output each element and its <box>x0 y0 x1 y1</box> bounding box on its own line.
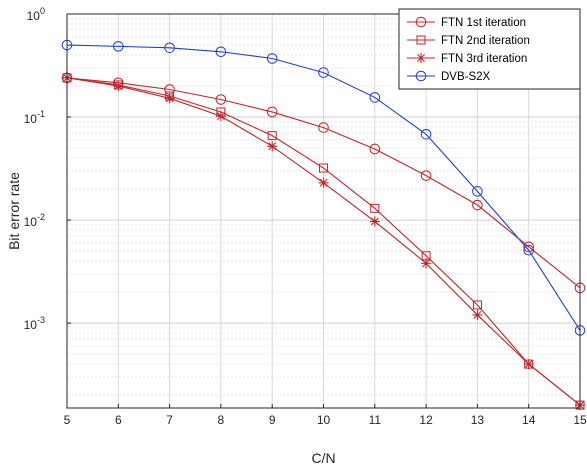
data-point <box>369 92 381 103</box>
legend-swatch-marker <box>416 35 426 45</box>
data-point <box>318 67 329 78</box>
data-point <box>319 163 328 173</box>
data-point <box>318 122 329 133</box>
y-tick-label: 100 <box>27 6 45 23</box>
legend-item: FTN 1st iteration <box>407 16 526 29</box>
data-point <box>472 186 483 197</box>
data-point <box>215 46 227 58</box>
x-tick-label: 5 <box>64 413 71 427</box>
x-tick-label: 14 <box>522 413 536 427</box>
data-point <box>215 94 227 105</box>
legend-label: FTN 2nd iteration <box>441 35 530 47</box>
legend-item: FTN 3rd iteration <box>407 53 527 65</box>
data-point <box>113 41 124 52</box>
x-axis-label: C/N <box>311 450 335 466</box>
data-point <box>267 141 278 152</box>
data-point <box>164 42 175 54</box>
legend-label: FTN 3rd iteration <box>441 53 527 65</box>
legend: FTN 1st iteration FTN 2nd iteration FTN 3r… <box>398 8 581 90</box>
x-tick-label: 11 <box>369 413 382 427</box>
x-tick-label: 6 <box>115 413 122 427</box>
data-point <box>215 111 226 122</box>
series-1 <box>61 72 586 294</box>
data-point <box>318 177 329 188</box>
x-tick-label: 15 <box>573 413 587 427</box>
data-point <box>369 143 381 155</box>
x-tick-label: 9 <box>269 413 276 427</box>
data-point <box>523 241 535 253</box>
x-tick-label: 13 <box>471 413 485 427</box>
data-point <box>266 53 278 64</box>
legend-item: FTN 2nd iteration <box>407 35 530 47</box>
data-point <box>523 359 534 370</box>
legend-swatch-marker <box>415 70 427 82</box>
x-tick-label: 10 <box>317 413 331 427</box>
y-tick-label: 10-3 <box>24 315 45 332</box>
axis-ticks: 5 6 7 8 9 10 11 12 13 14 15 100 10-1 10-2 10-3 <box>24 6 587 427</box>
legend-label: FTN 1st iteration <box>441 17 526 29</box>
legend-label: DVB-S2X <box>441 71 491 83</box>
y-tick-label: 10-2 <box>24 212 45 229</box>
legend-item: DVB-S2X <box>407 70 491 83</box>
data-point <box>164 93 175 104</box>
x-tick-label: 8 <box>218 413 225 427</box>
data-point <box>369 216 380 227</box>
y-axis-label: Bit error rate <box>6 172 22 250</box>
series-line <box>66 77 581 289</box>
data-point <box>421 258 432 269</box>
data-point <box>472 300 482 310</box>
data-point <box>113 81 124 92</box>
data-point <box>420 128 432 140</box>
y-tick-label: 10-1 <box>24 109 45 126</box>
data-point <box>420 170 432 181</box>
series-line <box>66 77 581 406</box>
data-point <box>523 244 535 256</box>
x-tick-label: 12 <box>419 413 433 427</box>
data-point <box>267 131 277 141</box>
data-point <box>472 199 483 211</box>
series-line <box>66 44 581 331</box>
data-point <box>472 309 483 320</box>
data-point <box>266 106 278 118</box>
legend-swatch-marker <box>415 16 427 28</box>
data-point <box>370 203 380 213</box>
series-group <box>61 39 586 411</box>
x-tick-label: 7 <box>166 413 173 427</box>
legend-swatch-marker <box>416 53 426 63</box>
